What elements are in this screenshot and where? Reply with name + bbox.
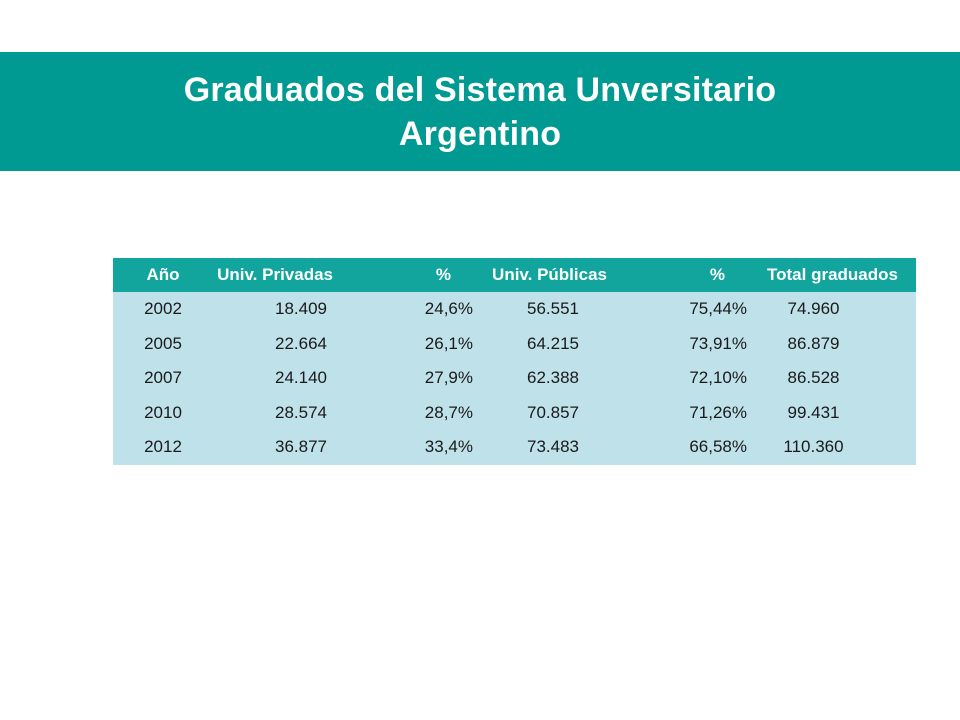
cell-private: 24.140 [275, 368, 327, 388]
cell-public: 62.388 [527, 368, 579, 388]
cell-public: 64.215 [527, 333, 579, 353]
cell-year: 2002 [144, 299, 182, 319]
cell-public-percent: 71,26% [689, 402, 747, 422]
cell-public-percent: 73,91% [689, 333, 747, 353]
cell-private-percent: 26,1% [424, 333, 473, 353]
cell-private: 18.409 [275, 299, 327, 319]
cell-private-percent: 24,6% [424, 299, 473, 319]
cell-public-percent: 75,44% [689, 299, 747, 319]
cell-total: 110.360 [783, 437, 844, 457]
page-title-line-2: Argentino [398, 114, 562, 153]
cell-year: 2010 [144, 402, 182, 422]
title-banner: Graduados del Sistema Unversitario Argen… [0, 52, 960, 171]
graduates-table: Año Univ. Privadas % Univ. Públicas % To… [113, 258, 916, 465]
cell-private-percent: 33,4% [424, 437, 473, 457]
cell-public: 56.551 [527, 299, 579, 319]
header-year: Año [146, 265, 180, 284]
cell-private: 22.664 [275, 333, 327, 353]
cell-private-percent: 28,7% [424, 402, 473, 422]
header-total-graduates: Total graduados [767, 265, 898, 284]
table-row: 2012 36.877 33,4% 73.483 66,58% 110.360 [113, 430, 916, 465]
cell-public: 73.483 [527, 437, 579, 457]
graduates-table-container: Año Univ. Privadas % Univ. Públicas % To… [113, 258, 916, 465]
table-body: 2002 18.409 24,6% 56.551 75,44% 74.960 2… [113, 292, 916, 465]
cell-public: 70.857 [527, 402, 579, 422]
header-private-percent: % [435, 265, 451, 284]
cell-year: 2007 [144, 368, 182, 388]
table-row: 2005 22.664 26,1% 64.215 73,91% 86.879 [113, 326, 916, 361]
cell-public-percent: 72,10% [689, 368, 747, 388]
header-public-universities: Univ. Públicas [492, 265, 607, 284]
cell-total: 74.960 [787, 299, 840, 319]
table-header: Año Univ. Privadas % Univ. Públicas % To… [113, 258, 916, 292]
cell-private-percent: 27,9% [424, 368, 473, 388]
cell-private: 28.574 [275, 402, 327, 422]
cell-year: 2005 [144, 333, 182, 353]
cell-total: 86.879 [787, 333, 840, 353]
cell-public-percent: 66,58% [689, 437, 747, 457]
table-row: 2010 28.574 28,7% 70.857 71,26% 99.431 [113, 395, 916, 430]
header-public-percent: % [709, 265, 725, 284]
cell-total: 99.431 [787, 402, 840, 422]
cell-year: 2012 [144, 437, 182, 457]
table-row: 2002 18.409 24,6% 56.551 75,44% 74.960 [113, 292, 916, 327]
header-private-universities: Univ. Privadas [217, 265, 333, 284]
cell-total: 86.528 [787, 368, 840, 388]
table-row: 2007 24.140 27,9% 62.388 72,10% 86.528 [113, 361, 916, 396]
cell-private: 36.877 [275, 437, 327, 457]
page-title-line-1: Graduados del Sistema Unversitario [183, 70, 777, 109]
header-row: Año Univ. Privadas % Univ. Públicas % To… [113, 258, 916, 292]
